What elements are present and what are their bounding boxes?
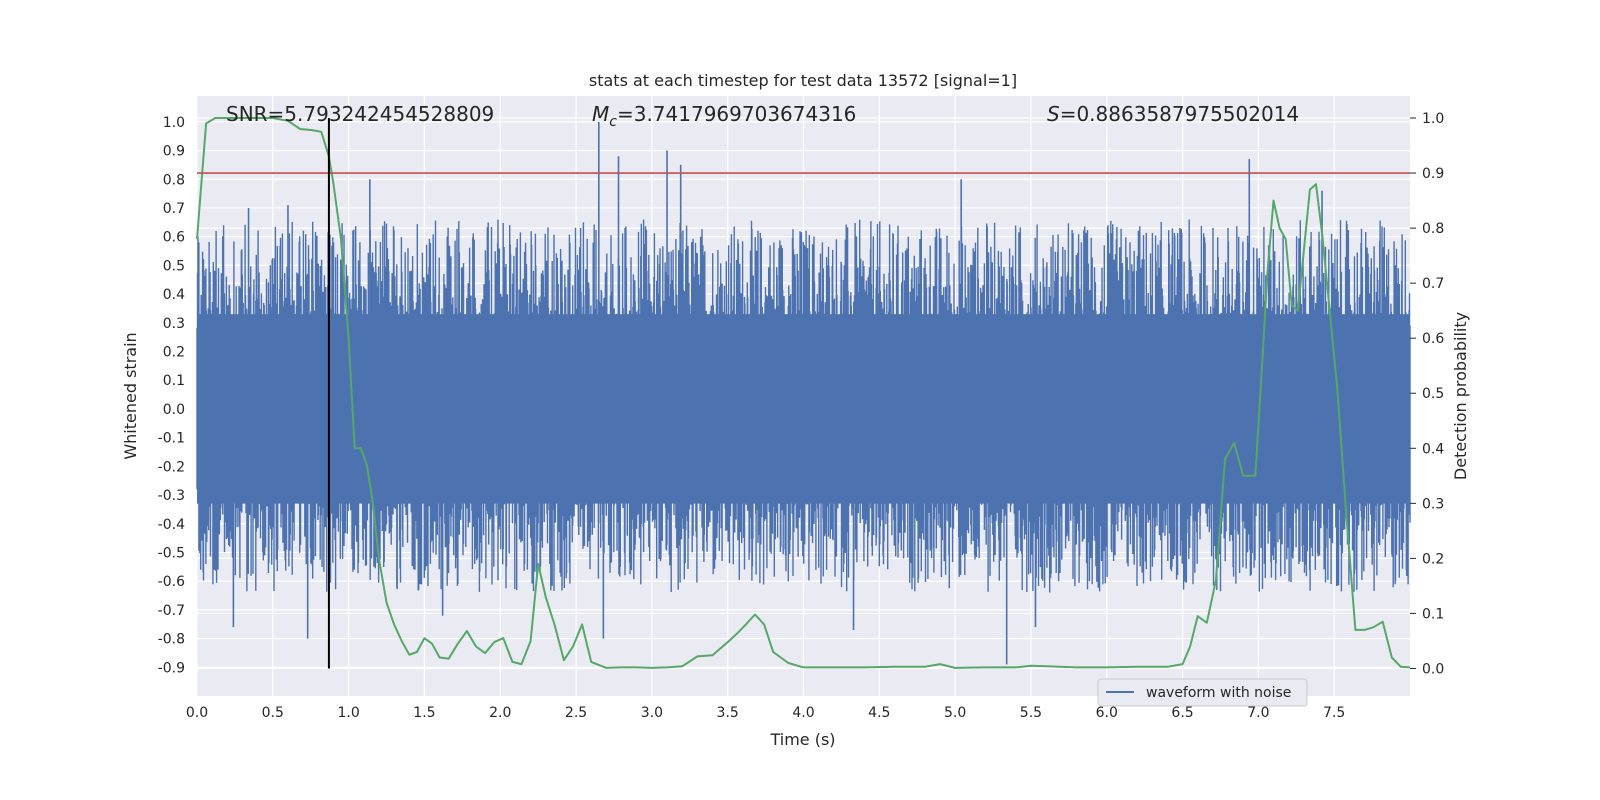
x-tick-label: 5.5 bbox=[1020, 705, 1042, 721]
y-right-tick-label: 0.2 bbox=[1422, 551, 1444, 567]
y-left-tick-label: -0.1 bbox=[158, 431, 185, 447]
y-left-tick-label: -0.2 bbox=[158, 459, 185, 475]
y-left-tick-label: 0.7 bbox=[163, 201, 185, 217]
y-right-tick-label: 0.9 bbox=[1422, 166, 1444, 182]
legend: waveform with noise bbox=[1097, 678, 1308, 707]
y-left-tick-label: -0.8 bbox=[158, 632, 185, 648]
mc-subscript: c bbox=[609, 114, 617, 130]
y-left-tick-label: 0.9 bbox=[163, 144, 185, 160]
s-value: =0.8863587975502014 bbox=[1060, 102, 1299, 126]
y-left-tick-label: -0.5 bbox=[158, 545, 185, 561]
y-right-tick-label: 0.0 bbox=[1422, 661, 1444, 677]
y-left-tick-label: 0.5 bbox=[163, 258, 185, 274]
y-left-tick-label: -0.9 bbox=[158, 660, 185, 676]
legend-label: waveform with noise bbox=[1146, 685, 1291, 701]
x-tick-label: 6.5 bbox=[1171, 705, 1193, 721]
axis-layer: 0.0 0.5 1.0 1.5 2.0 2.5 3.0 3.5 4.0 4.5 5.0 5.5 6.0 6… bbox=[158, 111, 1445, 721]
x-tick-label: 5.0 bbox=[944, 705, 966, 721]
s-symbol: S bbox=[1047, 102, 1060, 126]
x-tick-label: 0.0 bbox=[186, 705, 208, 721]
snr-annotation: SNR=5.793242454528809 bbox=[226, 102, 494, 126]
y-left-tick-label: 0.2 bbox=[163, 345, 185, 361]
x-tick-label: 3.5 bbox=[717, 705, 739, 721]
x-tick-label: 2.0 bbox=[489, 705, 511, 721]
x-tick-label: 1.0 bbox=[337, 705, 359, 721]
x-tick-label: 4.0 bbox=[792, 705, 814, 721]
y-right-tick-label: 1.0 bbox=[1422, 111, 1444, 127]
y-right-tick-label: 0.6 bbox=[1422, 331, 1444, 347]
y-right-tick-label: 0.7 bbox=[1422, 276, 1444, 292]
x-tick-label: 0.5 bbox=[262, 705, 284, 721]
y-left-tick-label: -0.3 bbox=[158, 488, 185, 504]
x-tick-label: 6.0 bbox=[1096, 705, 1118, 721]
x-tick-label: 4.5 bbox=[868, 705, 890, 721]
mc-value: =3.7417969703674316 bbox=[617, 102, 856, 126]
x-axis-label: Time (s) bbox=[769, 730, 835, 749]
y-left-tick-label: 0.8 bbox=[163, 172, 185, 188]
y-right-tick-label: 0.8 bbox=[1422, 221, 1444, 237]
y-left-tick-label: 0.4 bbox=[163, 287, 185, 303]
x-tick-label: 1.5 bbox=[413, 705, 435, 721]
y-axis-label-left: Whitened strain bbox=[121, 332, 140, 459]
waveform-line bbox=[196, 219, 1411, 593]
y-left-tick-label: -0.6 bbox=[158, 574, 185, 590]
y-left-tick-label: -0.4 bbox=[158, 517, 185, 533]
legend-box bbox=[1097, 678, 1308, 707]
y-left-tick-label: 0.6 bbox=[163, 230, 185, 246]
y-right-tick-label: 0.1 bbox=[1422, 606, 1444, 622]
y-left-tick-label: 0.1 bbox=[163, 373, 185, 389]
y-axis-label-right: Detection probability bbox=[1451, 312, 1470, 480]
x-tick-label: 2.5 bbox=[565, 705, 587, 721]
y-left-tick-label: -0.7 bbox=[158, 603, 185, 619]
x-tick-label: 3.0 bbox=[641, 705, 663, 721]
marker-layer bbox=[197, 118, 1410, 669]
y-left-tick-label: 0.3 bbox=[163, 316, 185, 332]
probability-line bbox=[196, 117, 1411, 669]
y-right-tick-label: 0.4 bbox=[1422, 441, 1444, 457]
s-annotation: S=0.8863587975502014 bbox=[1047, 102, 1299, 126]
mc-annotation: Mc=3.7417969703674316 bbox=[592, 102, 856, 130]
y-right-tick-label: 0.5 bbox=[1422, 386, 1444, 402]
x-tick-label: 7.0 bbox=[1247, 705, 1269, 721]
y-right-tick-label: 0.3 bbox=[1422, 496, 1444, 512]
y-left-tick-label: 0.0 bbox=[163, 402, 185, 418]
waveform-series bbox=[196, 121, 1411, 665]
chart-title: stats at each timestep for test data 135… bbox=[589, 71, 1017, 90]
x-tick-label: 7.5 bbox=[1323, 705, 1345, 721]
probability-series bbox=[196, 117, 1411, 669]
y-left-tick-label: 1.0 bbox=[163, 115, 185, 131]
mc-symbol: M bbox=[592, 102, 609, 126]
